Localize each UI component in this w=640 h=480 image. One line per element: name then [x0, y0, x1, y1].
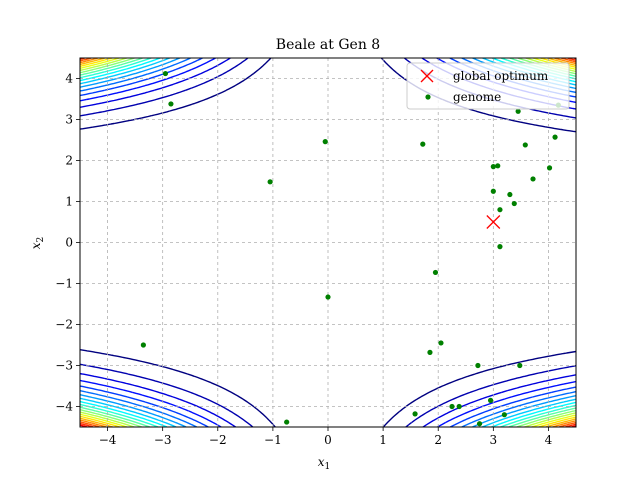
genome-point	[501, 412, 507, 418]
grid-lines	[80, 58, 576, 427]
x-tick-label: 3	[490, 433, 498, 447]
y-tick-label: −1	[55, 277, 73, 291]
legend-box	[406, 62, 570, 110]
genome-point	[162, 70, 169, 77]
x-tick-label: −4	[99, 433, 117, 447]
genome-point	[497, 207, 503, 213]
y-tick-label: 0	[65, 236, 73, 250]
genome-point	[456, 403, 462, 410]
genome-point	[507, 191, 513, 198]
genome-point	[284, 419, 290, 425]
x-tick-label: −2	[209, 433, 227, 447]
contour-level-11	[80, 58, 576, 427]
contour-level-15	[80, 58, 576, 427]
x-axis-label-main: x	[318, 455, 325, 469]
x-tick-label: 1	[379, 433, 387, 447]
genome-point	[515, 108, 521, 114]
x-axis-label-subscript: 1	[325, 462, 331, 472]
y-tick-label: −3	[55, 359, 73, 373]
genome-points	[140, 70, 561, 427]
y-axis-label: x2	[29, 237, 46, 250]
genome-point	[530, 176, 536, 182]
y-tick-label: 1	[65, 195, 73, 209]
y-tick-label: 3	[65, 113, 73, 127]
y-tick-label: −4	[55, 400, 73, 414]
y-tick-label: 2	[65, 154, 73, 168]
genome-point	[432, 269, 439, 276]
genome-point	[495, 163, 501, 169]
y-axis-label-main: x	[29, 242, 43, 249]
contour-level-13	[80, 58, 576, 427]
y-axis-ticks: −4 −3 −2 −1 0 1 2 3 4	[55, 72, 80, 414]
x-tick-label: 0	[324, 433, 332, 447]
genome-point	[546, 165, 553, 171]
legend-optimum-icon	[420, 69, 434, 83]
genome-point	[487, 397, 494, 403]
genome-point	[412, 411, 418, 417]
legend-genome-icon	[425, 94, 431, 100]
genome-point	[420, 141, 426, 147]
x-tick-label: 2	[434, 433, 442, 447]
genome-point	[517, 362, 523, 369]
genome-point	[267, 179, 273, 185]
genome-point	[522, 142, 528, 148]
genome-point	[168, 101, 174, 107]
genome-point	[325, 294, 331, 300]
y-axis-label-subscript: 2	[36, 237, 46, 243]
genome-point	[490, 188, 496, 194]
y-tick-label: −2	[55, 318, 73, 332]
legend: global optimum genome	[406, 62, 570, 110]
legend-optimum-label: global optimum	[453, 69, 549, 83]
genome-point	[475, 362, 481, 369]
genome-point	[490, 164, 496, 170]
genome-point	[322, 139, 328, 145]
genome-point	[427, 349, 433, 355]
legend-genome-label: genome	[453, 90, 501, 104]
chart-title: Beale at Gen 8	[276, 37, 380, 53]
y-tick-label: 4	[65, 72, 73, 86]
genome-point	[449, 403, 455, 410]
global-optimum-marker	[486, 215, 501, 229]
x-tick-label: −1	[264, 433, 282, 447]
x-tick-label: 4	[545, 433, 553, 447]
genome-point	[497, 244, 503, 250]
genome-point	[476, 421, 483, 427]
x-axis-ticks: −4 −3 −2 −1 0 1 2 3 4	[99, 427, 553, 447]
genome-point	[140, 342, 146, 348]
genome-point	[552, 134, 558, 140]
x-tick-label: −3	[154, 433, 172, 447]
genome-point	[511, 200, 517, 207]
x-axis-label: x1	[318, 455, 331, 472]
genome-point	[438, 340, 444, 346]
